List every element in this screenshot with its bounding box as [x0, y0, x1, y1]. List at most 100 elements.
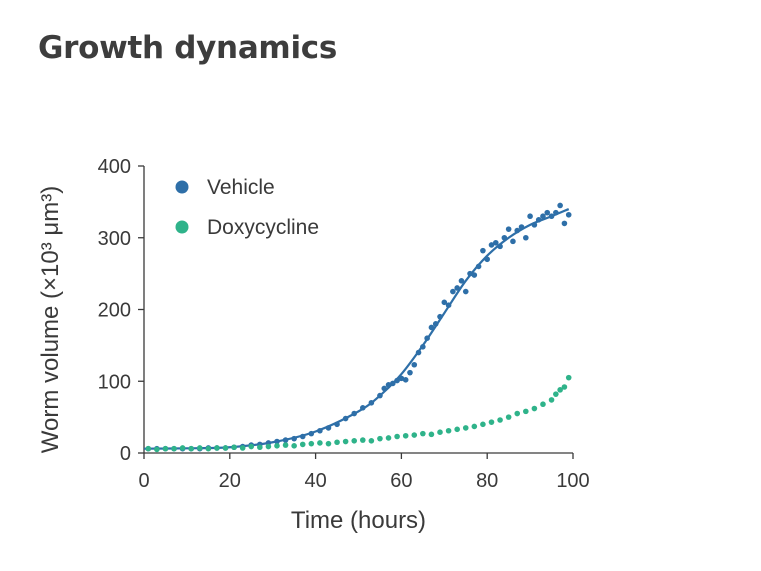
data-point-doxycycline: [291, 443, 297, 449]
data-point-vehicle: [424, 335, 430, 342]
series-doxycycline: [145, 374, 572, 453]
data-point-vehicle: [501, 234, 508, 241]
data-point-doxycycline: [540, 401, 546, 408]
y-tick-label: 300: [98, 228, 131, 250]
y-tick-label: 100: [98, 371, 131, 393]
data-point-vehicle: [377, 392, 383, 399]
data-point-doxycycline: [274, 443, 280, 449]
data-point-doxycycline: [368, 438, 375, 444]
data-point-vehicle: [510, 238, 516, 245]
data-point-doxycycline: [299, 441, 306, 448]
data-point-vehicle: [351, 410, 358, 417]
data-point-vehicle: [565, 211, 572, 218]
data-point-vehicle: [462, 288, 469, 295]
data-point-doxycycline: [145, 445, 152, 452]
series-vehicle: [143, 202, 572, 452]
data-point-vehicle: [411, 361, 418, 368]
data-point-doxycycline: [222, 445, 229, 451]
data-point-vehicle: [334, 421, 340, 428]
y-axis-label: Worm volume (×10³ μm³): [37, 186, 64, 453]
chart-title: Growth dynamics: [38, 30, 337, 66]
data-point-doxycycline: [437, 429, 443, 435]
data-point-doxycycline: [523, 408, 529, 415]
data-point-vehicle: [398, 375, 405, 382]
data-point-vehicle: [402, 377, 409, 383]
data-point-doxycycline: [480, 421, 486, 428]
data-point-doxycycline: [188, 445, 194, 452]
data-point-vehicle: [317, 427, 323, 434]
data-point-vehicle: [514, 227, 521, 234]
data-point-doxycycline: [342, 438, 349, 445]
data-point-vehicle: [471, 272, 478, 278]
data-point-vehicle: [428, 324, 435, 331]
data-point-vehicle: [390, 380, 396, 387]
data-point-vehicle: [518, 224, 525, 230]
data-point-vehicle: [497, 243, 503, 250]
data-point-doxycycline: [179, 445, 186, 451]
data-point-vehicle: [450, 288, 456, 295]
data-point-doxycycline: [462, 425, 469, 431]
data-point-vehicle: [527, 213, 533, 220]
data-point-doxycycline: [351, 438, 358, 444]
data-point-doxycycline: [420, 430, 426, 437]
data-point-vehicle: [557, 202, 563, 209]
data-point-vehicle: [523, 234, 529, 241]
data-point-doxycycline: [317, 440, 323, 446]
data-point-doxycycline: [402, 432, 409, 439]
data-point-doxycycline: [505, 414, 512, 420]
data-point-vehicle: [282, 437, 289, 443]
y-tick-label: 200: [98, 300, 131, 322]
data-point-doxycycline: [282, 442, 289, 448]
data-point-vehicle: [454, 285, 460, 291]
data-point-doxycycline: [497, 417, 503, 423]
y-ticks: 0 100 200 300 400: [98, 156, 144, 465]
data-point-doxycycline: [565, 374, 572, 381]
legend: Vehicle Doxycycline: [175, 176, 319, 239]
data-point-vehicle: [359, 404, 366, 411]
legend-label-doxycycline: Doxycycline: [207, 216, 319, 239]
data-point-doxycycline: [162, 445, 169, 452]
y-tick-label: 0: [120, 443, 131, 465]
data-point-vehicle: [342, 415, 349, 422]
data-point-doxycycline: [205, 445, 212, 452]
data-point-vehicle: [561, 220, 568, 227]
data-point-doxycycline: [325, 440, 332, 447]
x-tick-label: 0: [138, 470, 149, 492]
data-point-vehicle: [420, 344, 426, 350]
legend-marker-doxycycline: [175, 220, 189, 234]
data-point-doxycycline: [531, 405, 538, 412]
data-point-doxycycline: [359, 437, 366, 443]
data-point-vehicle: [480, 247, 486, 254]
data-point-doxycycline: [488, 419, 495, 425]
data-point-vehicle: [548, 213, 555, 220]
data-point-doxycycline: [248, 443, 255, 450]
data-point-doxycycline: [265, 443, 272, 450]
data-point-doxycycline: [214, 445, 220, 451]
data-point-vehicle: [368, 399, 375, 406]
data-point-doxycycline: [471, 423, 478, 430]
data-point-vehicle: [308, 430, 315, 437]
data-point-doxycycline: [231, 444, 237, 451]
x-tick-label: 60: [390, 470, 412, 492]
legend-label-vehicle: Vehicle: [207, 176, 275, 199]
data-point-vehicle: [407, 369, 413, 376]
data-point-vehicle: [432, 321, 439, 327]
data-point-vehicle: [531, 222, 538, 228]
data-point-vehicle: [394, 377, 400, 384]
y-tick-label: 400: [98, 156, 131, 178]
data-point-doxycycline: [385, 435, 392, 441]
data-point-doxycycline: [257, 444, 263, 451]
data-point-vehicle: [325, 425, 332, 431]
x-tick-label: 20: [219, 470, 241, 492]
data-point-doxycycline: [445, 427, 452, 434]
x-ticks: 0 20 40 60 80 100: [138, 453, 590, 492]
data-point-vehicle: [488, 242, 495, 248]
x-tick-label: 80: [476, 470, 498, 492]
data-point-vehicle: [467, 270, 473, 277]
data-point-doxycycline: [334, 439, 340, 446]
data-point-doxycycline: [239, 445, 246, 451]
data-point-doxycycline: [557, 387, 563, 393]
data-point-doxycycline: [553, 391, 559, 397]
data-point-vehicle: [381, 385, 388, 392]
